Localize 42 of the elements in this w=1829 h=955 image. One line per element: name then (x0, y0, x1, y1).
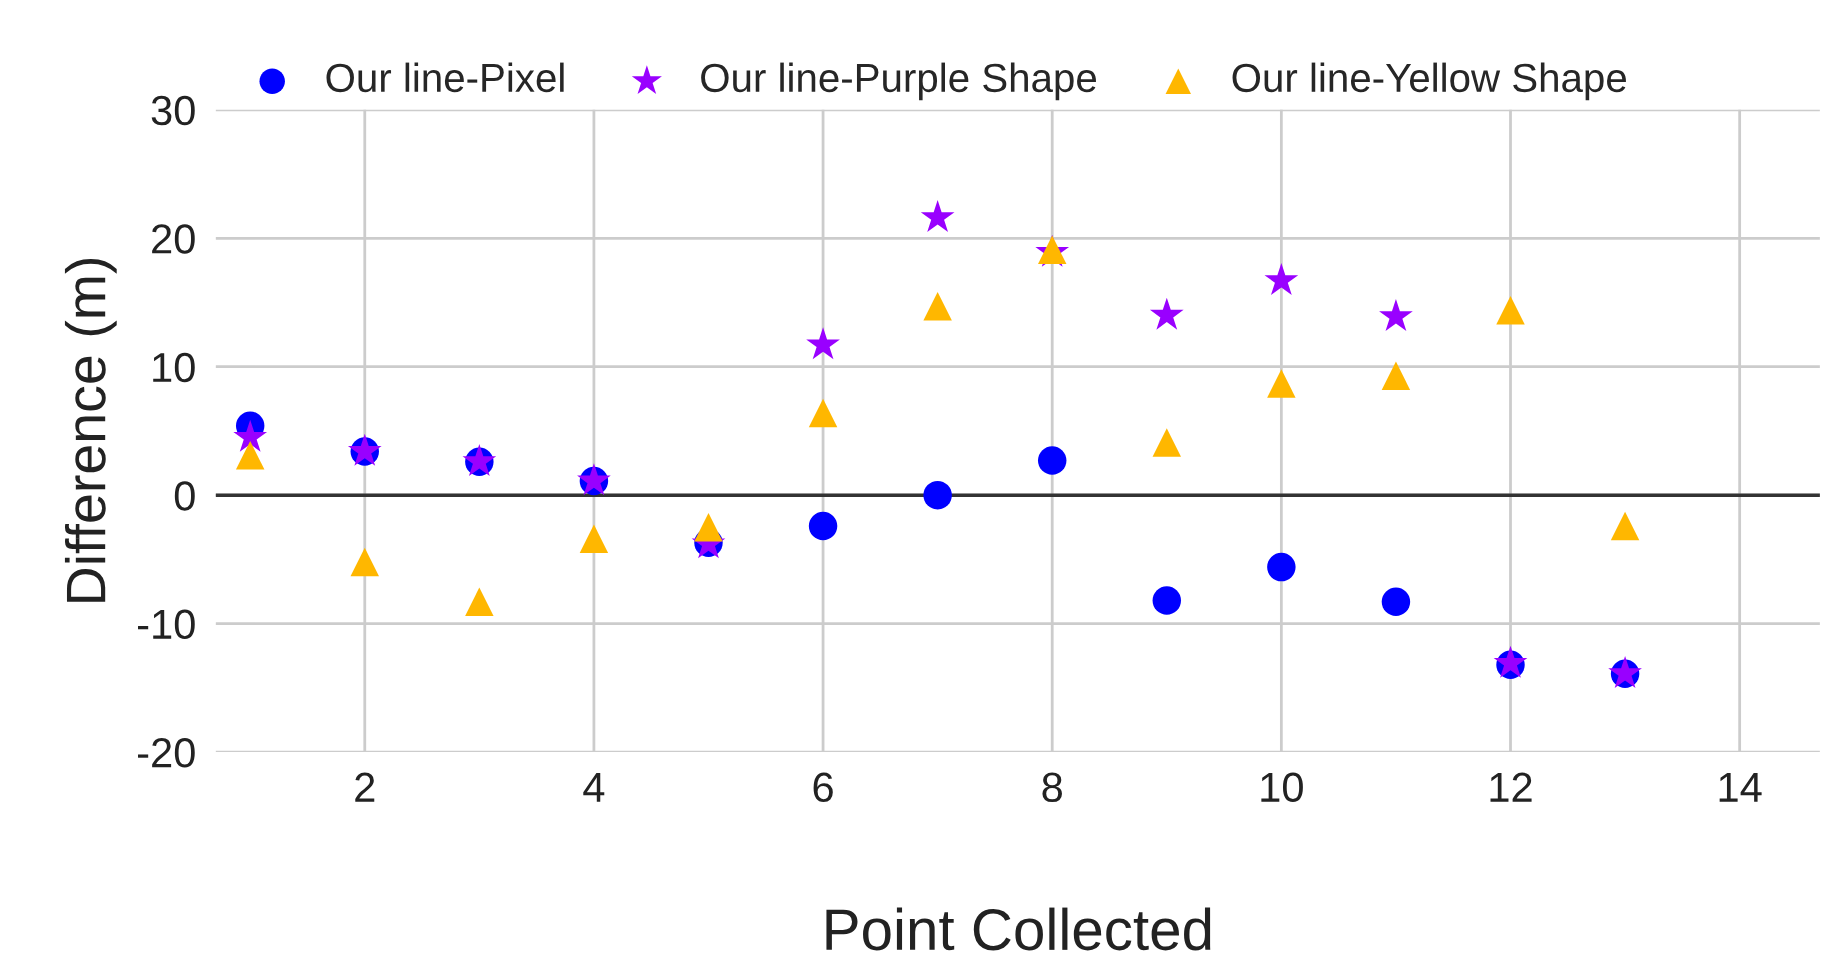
point (579, 524, 609, 554)
point (923, 292, 952, 321)
point (233, 419, 268, 452)
point (1267, 369, 1296, 398)
point (694, 513, 723, 542)
legend-label: Our line-Yellow Shape (1232, 62, 1626, 101)
point (1610, 511, 1640, 541)
point (1152, 428, 1182, 457)
x-tick-label: 4 (583, 773, 605, 802)
point (350, 547, 379, 577)
y-axis-title: Difference (m) (64, 258, 117, 602)
point (808, 398, 838, 428)
y-tick-label: -20 (138, 738, 195, 768)
point (1037, 446, 1067, 475)
x-tick-label: 10 (1261, 772, 1303, 803)
x-tick-label: 8 (1042, 772, 1062, 803)
point (808, 511, 838, 541)
y-tick-label: 0 (174, 481, 195, 511)
point (465, 587, 494, 617)
x-axis-title: Point Collected (826, 907, 1211, 951)
point (1381, 361, 1411, 390)
point (1149, 297, 1184, 330)
point (235, 441, 265, 470)
point (1496, 295, 1525, 325)
point (806, 327, 840, 360)
y-tick-label: 30 (151, 95, 195, 126)
point (1267, 552, 1296, 582)
legend-label: Our line-Pixel (326, 62, 564, 93)
x-tick-label: 14 (1719, 773, 1762, 802)
point (923, 480, 952, 510)
point (1381, 587, 1411, 617)
legend-label: Our line-Purple Shape (701, 62, 1096, 101)
x-tick-label: 12 (1490, 772, 1532, 802)
point (1264, 262, 1299, 295)
point (1379, 298, 1413, 331)
x-tick-label: 2 (355, 772, 375, 802)
point (920, 200, 955, 233)
x-tick-label: 6 (813, 772, 833, 803)
y-tick-label: -10 (138, 609, 195, 640)
point (1152, 586, 1182, 615)
y-tick-label: 10 (153, 352, 195, 383)
y-tick-label: 20 (152, 224, 195, 254)
